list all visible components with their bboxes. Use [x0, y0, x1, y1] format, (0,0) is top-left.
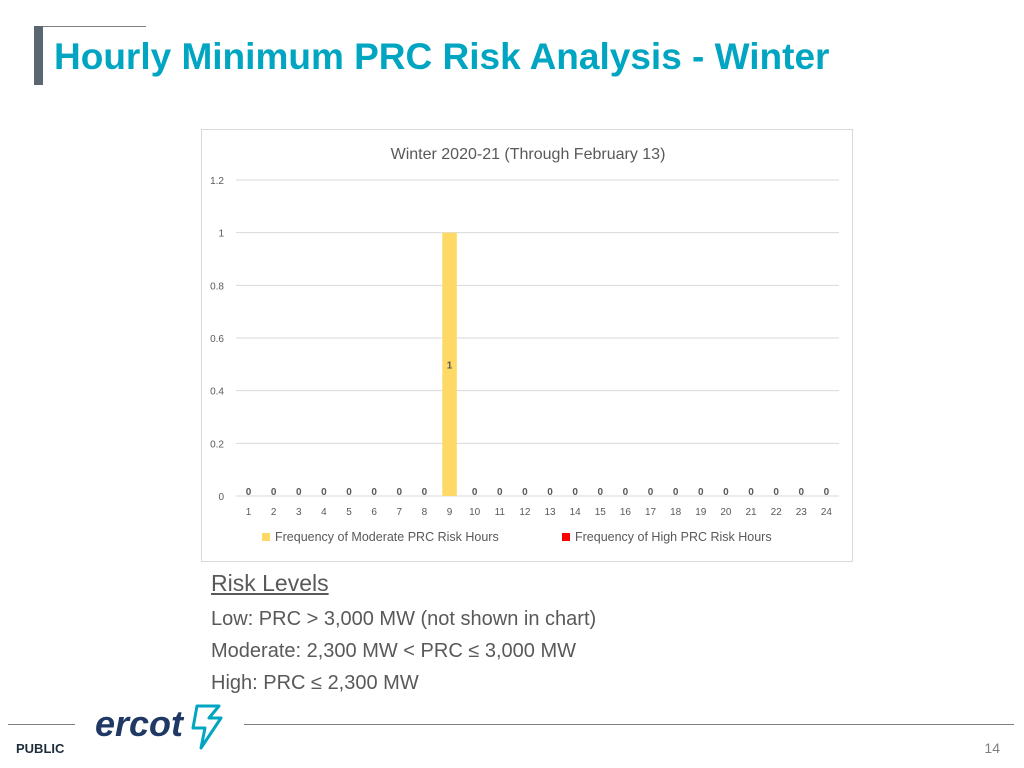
risk-level-high: High: PRC ≤ 2,300 MW: [211, 672, 419, 694]
data-label-hour-7: 0: [397, 487, 403, 498]
legend-label-moderate: Frequency of Moderate PRC Risk Hours: [275, 530, 499, 544]
title-accent-bar: [34, 26, 43, 85]
legend-label-high: Frequency of High PRC Risk Hours: [575, 530, 772, 544]
x-tick-label: 22: [771, 507, 783, 518]
gridlines: [236, 179, 839, 497]
x-tick-label: 17: [645, 507, 657, 518]
title-rule: [34, 26, 146, 27]
x-tick-label: 5: [346, 507, 352, 518]
y-tick-label: 0.8: [210, 281, 224, 292]
x-tick-label: 10: [469, 507, 481, 518]
data-label-hour-9: 1: [447, 360, 453, 371]
data-label-hour-1: 0: [246, 487, 252, 498]
data-label-hour-15: 0: [598, 487, 604, 498]
y-tick-label: 1: [218, 229, 224, 240]
data-label-hour-16: 0: [623, 487, 629, 498]
x-tick-label: 23: [796, 507, 808, 518]
y-tick-label: 1.2: [210, 176, 224, 187]
data-label-hour-23: 0: [799, 487, 805, 498]
data-label-hour-17: 0: [648, 487, 654, 498]
slide-title: Hourly Minimum PRC Risk Analysis - Winte…: [54, 36, 830, 77]
x-tick-label: 9: [447, 507, 453, 518]
page-number: 14: [984, 740, 1000, 756]
x-tick-label: 2: [271, 507, 277, 518]
data-label-hour-2: 0: [271, 487, 277, 498]
chart-frame: Winter 2020-21 (Through February 13) 0 0.…: [201, 129, 853, 562]
footer-public-label: PUBLIC: [16, 741, 65, 756]
data-label-hour-6: 0: [371, 487, 377, 498]
data-label-hour-20: 0: [723, 487, 729, 498]
x-tick-labels: 1 2 3 4 5 6 7 8 9 10 11 12 13 14 15 16 17 18 19 20 21 22 23 24: [246, 507, 833, 518]
x-tick-label: 11: [495, 507, 506, 518]
y-tick-label: 0: [218, 492, 224, 503]
y-tick-label: 0.4: [210, 387, 224, 398]
x-tick-label: 18: [670, 507, 682, 518]
x-tick-label: 6: [371, 507, 377, 518]
x-tick-label: 19: [695, 507, 707, 518]
data-label-hour-10: 0: [472, 487, 478, 498]
x-tick-label: 15: [595, 507, 607, 518]
x-tick-label: 4: [321, 507, 327, 518]
x-tick-label: 1: [246, 507, 252, 518]
x-tick-label: 21: [746, 507, 758, 518]
data-label-hour-8: 0: [422, 487, 428, 498]
legend: Frequency of Moderate PRC Risk Hours Freq…: [262, 530, 772, 544]
risk-levels-heading: Risk Levels: [211, 570, 329, 596]
chart-title: Winter 2020-21 (Through February 13): [391, 146, 666, 163]
x-tick-label: 24: [821, 507, 833, 518]
x-tick-label: 13: [545, 507, 557, 518]
footer-rule-right: [244, 724, 1014, 725]
x-tick-label: 8: [422, 507, 428, 518]
ercot-logo-text: ercot: [95, 703, 185, 744]
ercot-logo: ercot: [95, 703, 223, 750]
data-label-hour-18: 0: [673, 487, 679, 498]
legend-swatch-moderate: [262, 533, 270, 541]
data-labels: 0 0 0 0 0 0 0 0 1 0 0 0 0 0 0 0 0 0 0 0 0 0 0 0: [246, 360, 830, 498]
x-tick-label: 20: [720, 507, 732, 518]
data-label-hour-5: 0: [346, 487, 352, 498]
x-tick-label: 16: [620, 507, 632, 518]
bars: [442, 232, 457, 496]
data-label-hour-11: 0: [497, 487, 503, 498]
y-tick-label: 0.6: [210, 334, 224, 345]
data-label-hour-14: 0: [572, 487, 578, 498]
x-tick-label: 12: [519, 507, 531, 518]
data-label-hour-12: 0: [522, 487, 528, 498]
risk-level-moderate: Moderate: 2,300 MW < PRC ≤ 3,000 MW: [211, 640, 576, 662]
risk-level-low: Low: PRC > 3,000 MW (not shown in chart): [211, 608, 597, 630]
data-label-hour-19: 0: [698, 487, 704, 498]
data-label-hour-13: 0: [547, 487, 553, 498]
x-tick-label: 7: [397, 507, 403, 518]
bar-moderate-hour-9: [442, 232, 457, 496]
data-label-hour-22: 0: [773, 487, 779, 498]
y-tick-labels: 0 0.2 0.4 0.6 0.8 1 1.2: [210, 176, 224, 503]
footer-rule-left: [8, 724, 75, 725]
data-label-hour-24: 0: [824, 487, 830, 498]
ercot-bolt-icon: [191, 704, 223, 750]
x-tick-label: 3: [296, 507, 302, 518]
y-tick-label: 0.2: [210, 439, 224, 450]
data-label-hour-21: 0: [748, 487, 754, 498]
data-label-hour-3: 0: [296, 487, 302, 498]
risk-levels: Risk Levels Low: PRC > 3,000 MW (not sho…: [211, 570, 596, 699]
x-tick-label: 14: [570, 507, 582, 518]
data-label-hour-4: 0: [321, 487, 327, 498]
legend-swatch-high: [562, 533, 570, 541]
prc-risk-chart: Winter 2020-21 (Through February 13) 0 0.…: [210, 146, 839, 544]
